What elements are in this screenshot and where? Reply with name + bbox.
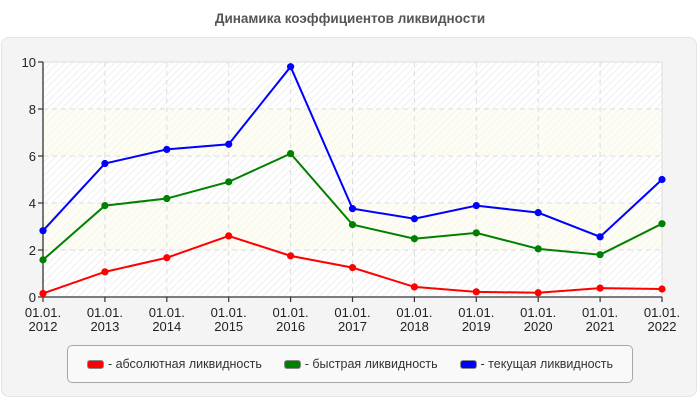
- svg-text:2013: 2013: [90, 319, 119, 334]
- svg-text:01.01.: 01.01.: [458, 305, 494, 320]
- svg-text:01.01.: 01.01.: [87, 305, 123, 320]
- tick-labels: 024681001.01.201201.01.201301.01.201401.…: [22, 55, 681, 334]
- legend-item-current[interactable]: - текущая ликвидность: [459, 357, 614, 371]
- data-point[interactable]: [101, 159, 109, 168]
- data-point[interactable]: [287, 252, 295, 260]
- data-point[interactable]: [348, 221, 357, 229]
- svg-text:2016: 2016: [276, 319, 305, 334]
- svg-text:2: 2: [29, 243, 36, 258]
- data-point[interactable]: [39, 256, 47, 264]
- svg-text:2019: 2019: [462, 319, 491, 334]
- svg-text:2022: 2022: [648, 319, 677, 334]
- svg-text:4: 4: [29, 196, 36, 211]
- data-point[interactable]: [534, 289, 542, 297]
- data-point[interactable]: [534, 245, 542, 253]
- data-point[interactable]: [163, 254, 171, 262]
- legend: - абсолютная ликвидность - быстрая ликви…: [67, 345, 633, 383]
- legend-item-quick[interactable]: - быстрая ликвидность: [283, 357, 438, 371]
- data-point[interactable]: [225, 178, 233, 186]
- legend-swatch-green-icon: [283, 359, 301, 369]
- data-point[interactable]: [534, 209, 542, 217]
- data-point[interactable]: [348, 264, 357, 272]
- data-point[interactable]: [287, 150, 295, 158]
- data-point[interactable]: [225, 232, 233, 240]
- data-point[interactable]: [101, 268, 109, 276]
- svg-text:01.01.: 01.01.: [396, 305, 432, 320]
- data-point[interactable]: [658, 175, 666, 184]
- data-point[interactable]: [287, 63, 295, 71]
- svg-text:2012: 2012: [29, 319, 58, 334]
- data-series: [39, 63, 666, 298]
- series-быстрая-ликвидность: [39, 150, 666, 264]
- data-point[interactable]: [163, 194, 171, 203]
- series-текущая-ликвидность: [39, 63, 666, 241]
- svg-text:01.01.: 01.01.: [520, 305, 556, 320]
- svg-text:2020: 2020: [524, 319, 553, 334]
- svg-text:2014: 2014: [152, 319, 181, 334]
- data-point[interactable]: [596, 284, 604, 292]
- svg-text:2015: 2015: [214, 319, 243, 334]
- data-point[interactable]: [472, 288, 480, 296]
- legend-label: - текущая ликвидность: [480, 357, 614, 371]
- svg-text:10: 10: [22, 55, 36, 70]
- svg-text:01.01.: 01.01.: [334, 305, 370, 320]
- data-point[interactable]: [596, 233, 604, 241]
- series-абсолютная-ликвидность: [39, 232, 666, 298]
- svg-text:01.01.: 01.01.: [25, 305, 61, 320]
- svg-text:2017: 2017: [338, 319, 367, 334]
- svg-text:2018: 2018: [400, 319, 429, 334]
- svg-text:0: 0: [29, 290, 36, 305]
- data-point[interactable]: [596, 251, 604, 259]
- svg-text:2021: 2021: [586, 319, 615, 334]
- chart-title: Динамика коэффициентов ликвидности: [214, 11, 486, 26]
- svg-text:01.01.: 01.01.: [211, 305, 247, 320]
- data-point[interactable]: [348, 205, 357, 213]
- data-point[interactable]: [410, 215, 418, 223]
- data-point[interactable]: [658, 220, 666, 228]
- data-point[interactable]: [658, 285, 666, 293]
- data-point[interactable]: [39, 227, 47, 235]
- legend-swatch-blue-icon: [459, 359, 477, 369]
- data-point[interactable]: [472, 229, 480, 237]
- svg-text:6: 6: [29, 149, 36, 164]
- legend-swatch-red-icon: [86, 359, 104, 369]
- svg-text:01.01.: 01.01.: [149, 305, 185, 320]
- data-point[interactable]: [39, 289, 47, 298]
- svg-text:01.01.: 01.01.: [273, 305, 309, 320]
- gridlines: [43, 61, 663, 297]
- data-point[interactable]: [410, 235, 418, 243]
- svg-text:8: 8: [29, 102, 36, 117]
- legend-item-absolute[interactable]: - абсолютная ликвидность: [86, 357, 262, 371]
- legend-label: - абсолютная ликвидность: [107, 357, 262, 371]
- svg-text:01.01.: 01.01.: [644, 305, 680, 320]
- legend-label: - быстрая ликвидность: [304, 357, 438, 371]
- svg-text:01.01.: 01.01.: [582, 305, 618, 320]
- data-point[interactable]: [472, 201, 480, 210]
- data-point[interactable]: [163, 145, 171, 154]
- data-point[interactable]: [410, 283, 418, 291]
- data-point[interactable]: [225, 140, 233, 148]
- data-point[interactable]: [101, 201, 109, 210]
